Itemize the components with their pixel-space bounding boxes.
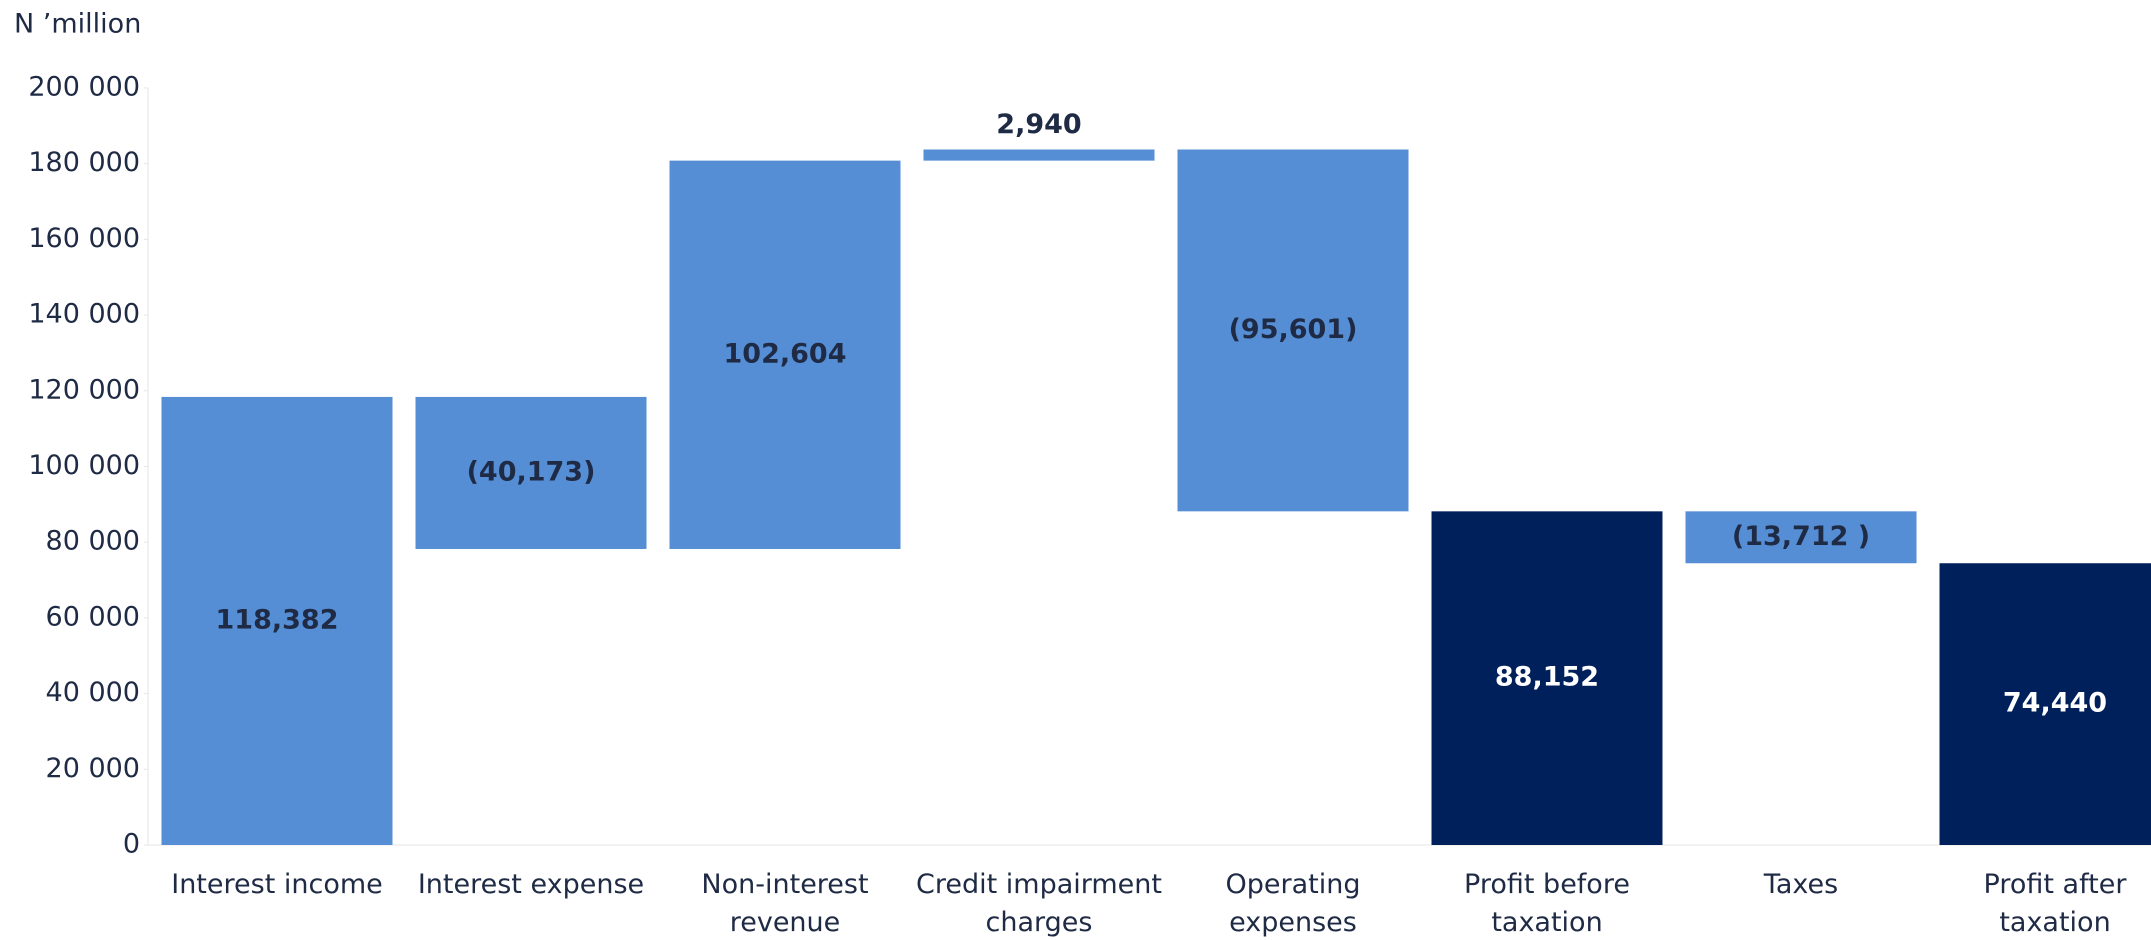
data-label: 118,382 [216, 604, 339, 635]
y-tick-label: 40 000 [46, 677, 140, 708]
x-tick-label: Non-interest revenue [701, 869, 869, 938]
y-tick-label: 80 000 [46, 526, 140, 557]
bar [1177, 149, 1409, 512]
bar [1939, 563, 2151, 845]
y-tick-label: 200 000 [28, 72, 140, 103]
data-label: 102,604 [724, 338, 847, 369]
bar [1685, 511, 1917, 564]
bar [1431, 511, 1663, 845]
y-tick-label: 180 000 [28, 147, 140, 178]
data-label: (95,601) [1229, 314, 1358, 345]
x-tick-label: Credit impairment charges [915, 869, 1162, 938]
y-tick-label: 140 000 [28, 299, 140, 330]
data-label: 2,940 [996, 109, 1081, 140]
x-tick-label: Profit before taxation [1464, 869, 1630, 938]
y-tick-label: 60 000 [46, 601, 140, 632]
y-tick-label: 160 000 [28, 223, 140, 254]
data-label: 88,152 [1495, 662, 1599, 693]
data-label: 74,440 [2003, 688, 2107, 719]
data-label: (13,712 ) [1732, 521, 1870, 552]
bar [415, 396, 647, 549]
x-tick-label: Interest expense [417, 869, 645, 900]
y-tick-label: 20 000 [46, 753, 140, 784]
x-tick-label: Taxes [1763, 869, 1839, 900]
bar [923, 149, 1155, 161]
data-label: (40,173) [467, 456, 596, 487]
x-tick-label: Interest income [171, 869, 383, 900]
y-tick-label: 120 000 [28, 374, 140, 405]
y-tick-label: 100 000 [28, 450, 140, 481]
y-tick-label: 0 [123, 829, 140, 860]
x-tick-label: Operating expenses [1225, 869, 1361, 938]
bar [669, 160, 901, 549]
y-axis-label: N ’million [14, 9, 141, 40]
bar [161, 396, 393, 845]
x-tick-label: Profit after taxation [1983, 869, 2127, 938]
